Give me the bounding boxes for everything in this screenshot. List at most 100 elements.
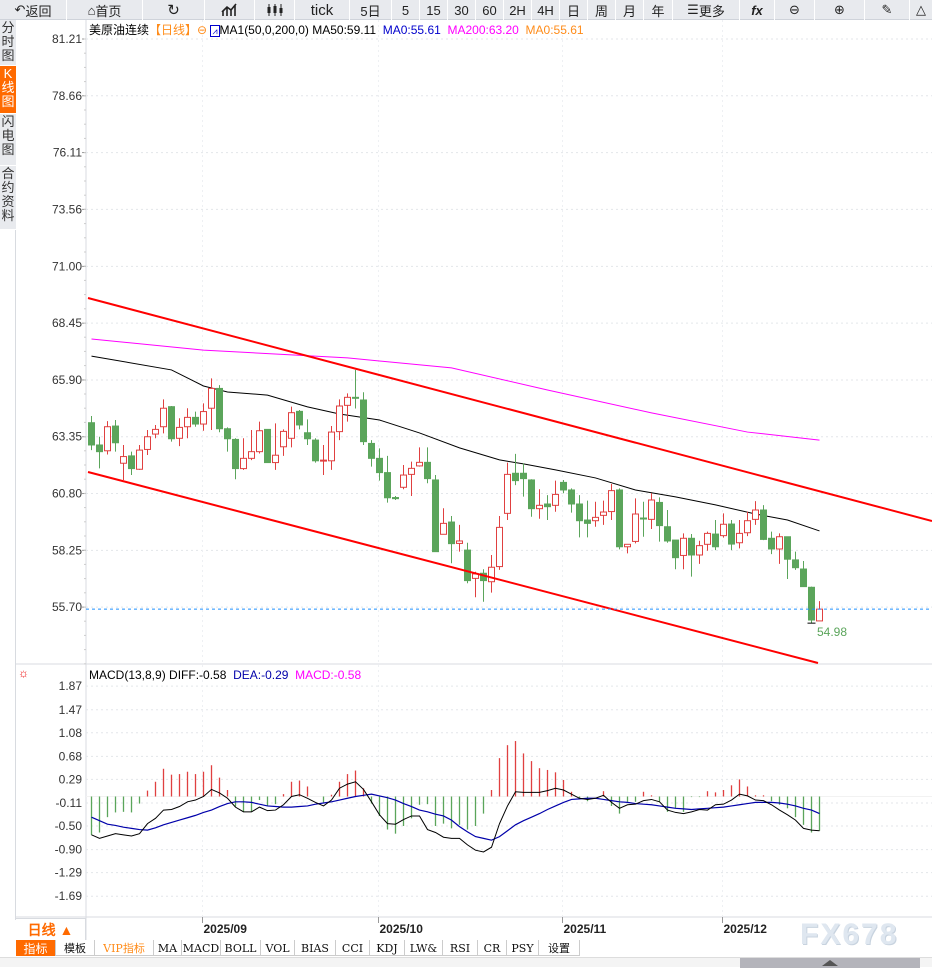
tick-button[interactable]: tick <box>295 0 350 20</box>
candle-up <box>136 449 143 470</box>
candle-down <box>560 481 567 491</box>
home-icon: ⌂ <box>87 2 96 18</box>
indicator-icon[interactable]: ⩘ <box>210 25 220 37</box>
indicator-tabs: 指标 模板 VIP指标 MA MACD BOLL VOL BIAS CCI KDJ LW& RSI CR… <box>16 940 580 956</box>
candle-down <box>352 396 359 399</box>
last-low-label: 54.98 <box>817 625 848 639</box>
indicator-tab[interactable]: BIAS <box>295 940 336 956</box>
candle-down <box>664 526 671 542</box>
indicator-tab[interactable]: MA <box>154 940 182 956</box>
period-5[interactable]: 5 <box>392 0 420 20</box>
zoom-out-button[interactable]: ⊖ <box>775 0 815 20</box>
indicator-tab[interactable]: KDJ <box>370 940 405 956</box>
back-arrow-icon: ↶ <box>14 2 26 17</box>
indicator-tab[interactable]: 设置 <box>539 940 580 956</box>
indicator-tab[interactable]: LW& <box>405 940 443 956</box>
diff-line <box>91 781 820 853</box>
period-month[interactable]: 月 <box>616 0 644 20</box>
tab-kline[interactable]: K线图 <box>0 66 16 114</box>
candle-down <box>384 472 391 499</box>
candle-down <box>376 457 383 474</box>
back-button[interactable]: ↶ 返回 <box>0 0 67 20</box>
candle-up <box>152 428 159 435</box>
candle-down <box>568 489 575 505</box>
candle-down <box>360 399 367 443</box>
indicator-tab[interactable]: BOLL <box>221 940 261 956</box>
pen-icon: ✎ <box>881 2 893 17</box>
candle-down <box>656 501 663 527</box>
candle-up <box>720 523 727 537</box>
ma50-line <box>91 355 820 532</box>
indicator-tab[interactable]: 指标 <box>16 940 56 956</box>
candle-down <box>672 539 679 559</box>
price-tick-label: 55.70 <box>52 600 82 614</box>
candle-up <box>104 426 111 452</box>
macd-settings-icon[interactable]: ☼ <box>18 666 29 680</box>
shape-button[interactable]: △ <box>910 0 932 20</box>
scrollbar-thumb[interactable] <box>740 958 920 968</box>
draw-button[interactable]: ✎ <box>865 0 910 20</box>
indicator-tab[interactable]: RSI <box>443 940 478 956</box>
candle-up <box>504 473 511 514</box>
candle-down <box>368 442 375 459</box>
candle-down <box>520 472 527 480</box>
candle-up <box>552 493 559 506</box>
period-30[interactable]: 30 <box>448 0 476 20</box>
sidebar: 分时图 K线图 闪电图 合约资料 <box>0 20 16 920</box>
zoom-out-icon: ⊖ <box>789 2 800 17</box>
horizontal-scrollbar[interactable] <box>0 957 932 968</box>
tab-intraday[interactable]: 分时图 <box>0 20 16 66</box>
indicator-tab[interactable]: 模板 <box>56 940 95 956</box>
formula-button[interactable]: fx <box>740 0 775 20</box>
period-year[interactable]: 年 <box>644 0 673 20</box>
date-tick-label: 2025/09 <box>204 922 248 936</box>
candle-down <box>576 503 583 522</box>
candle-down <box>800 568 807 588</box>
price-tick-label: 73.56 <box>52 202 82 216</box>
settings-icon[interactable]: ⊖ <box>197 23 208 37</box>
scroll-up-arrow-icon <box>822 960 838 966</box>
candle-up <box>288 412 295 439</box>
indicator-tab[interactable]: VIP指标 <box>95 940 154 956</box>
watermark-logo: FX678 <box>800 918 899 951</box>
candlestick-button[interactable] <box>255 0 295 20</box>
tab-contract-info[interactable]: 合约资料 <box>0 166 16 230</box>
bar-chart-icon <box>220 3 237 16</box>
period-15[interactable]: 15 <box>420 0 448 20</box>
candle-down <box>224 428 231 440</box>
indicator-tab[interactable]: PSY <box>507 940 539 956</box>
candle-up <box>184 416 191 428</box>
candle-up <box>408 467 415 475</box>
candle-up <box>776 536 783 550</box>
more-button[interactable]: ☰ 更多 <box>673 0 740 20</box>
price-tick-label: 58.25 <box>52 543 82 557</box>
period-2h[interactable]: 2H <box>504 0 532 20</box>
candle-up <box>160 407 167 428</box>
period-selector[interactable]: 日线 ▲ <box>16 918 86 940</box>
price-chart[interactable]: 81.21 78.66 76.11 73.56 71.00 68.45 65.90 63.35… <box>0 0 932 940</box>
indicator-tab[interactable]: MACD <box>182 940 221 956</box>
macd-legend: MACD(13,8,9) DIFF:-0.58 DEA:-0.29 MACD:-… <box>89 668 362 682</box>
5day-button[interactable]: 5日 <box>350 0 392 20</box>
home-button[interactable]: ⌂ 首页 <box>67 0 143 20</box>
macd-tick-label: -0.50 <box>55 819 83 833</box>
indicator-tab[interactable]: CR <box>478 940 507 956</box>
date-tick-label: 2025/11 <box>564 922 607 936</box>
tab-flash[interactable]: 闪电图 <box>0 114 16 166</box>
zoom-in-button[interactable]: ⊕ <box>815 0 865 20</box>
bar-chart-button[interactable] <box>205 0 255 20</box>
trendline-lower <box>87 471 819 664</box>
period-day[interactable]: 日 <box>560 0 588 20</box>
indicator-tab[interactable]: VOL <box>261 940 295 956</box>
indicator-tab[interactable]: CCI <box>336 940 370 956</box>
candle-up <box>744 520 751 534</box>
candle-down <box>544 503 551 508</box>
candle-down <box>168 406 175 440</box>
period-4h[interactable]: 4H <box>532 0 560 20</box>
candle-up <box>592 516 599 522</box>
refresh-button[interactable]: ↻ <box>143 0 205 20</box>
price-tick-label: 76.11 <box>53 146 82 160</box>
period-60[interactable]: 60 <box>476 0 504 20</box>
period-week[interactable]: 周 <box>588 0 616 20</box>
candle-up <box>416 461 423 467</box>
